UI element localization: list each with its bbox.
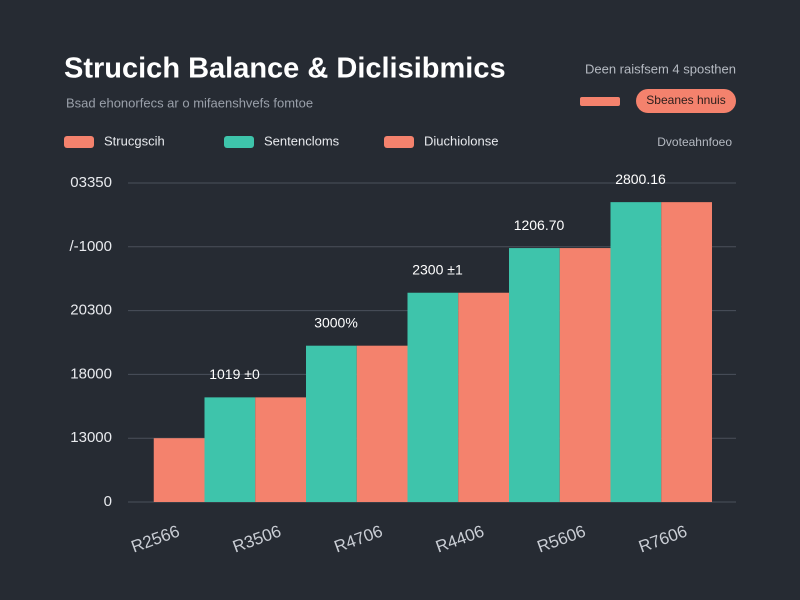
bar [255,397,306,502]
bar [407,292,459,502]
bar [458,292,509,502]
bar [306,345,357,502]
bar [356,345,408,502]
legend-swatch [224,136,254,148]
y-tick-label: 13000 [70,429,112,446]
bar [153,438,205,502]
bar [204,397,256,502]
right-note: Dvoteahnfoeo [657,135,732,149]
y-tick-label: 03350 [70,174,112,191]
button-label[interactable]: Sbeanes hnuis [646,93,725,107]
annotation: 2800.16 [615,171,666,187]
annotation: 3000% [314,314,358,330]
bar [661,202,712,502]
top-note: Deen raisfsem 4 sposthen [585,61,736,76]
annotation: 1019 ±0 [209,366,260,382]
swatch [580,97,620,106]
bar [509,248,560,502]
y-tick-label: 18000 [70,365,112,382]
chart-title: Strucich Balance & Diclisibmics [64,53,506,85]
button[interactable] [636,89,736,113]
y-tick-label: 0 [104,493,112,510]
legend-swatch [384,136,414,148]
legend-swatch [64,136,94,148]
legend-label: Strucgscih [104,133,165,148]
bar [610,202,662,502]
annotation: 1206.70 [514,217,565,233]
legend-label: Diuchiolonse [424,133,498,148]
legend-label: Sentencloms [264,133,340,148]
annotation: 2300 ±1 [412,261,463,277]
subtitle: Bsad ehonorfecs ar o mifaenshvefs fomtoe [66,95,313,110]
y-tick-label: 20300 [70,302,112,319]
y-tick-label: /-1000 [69,238,112,255]
bar [559,248,611,502]
